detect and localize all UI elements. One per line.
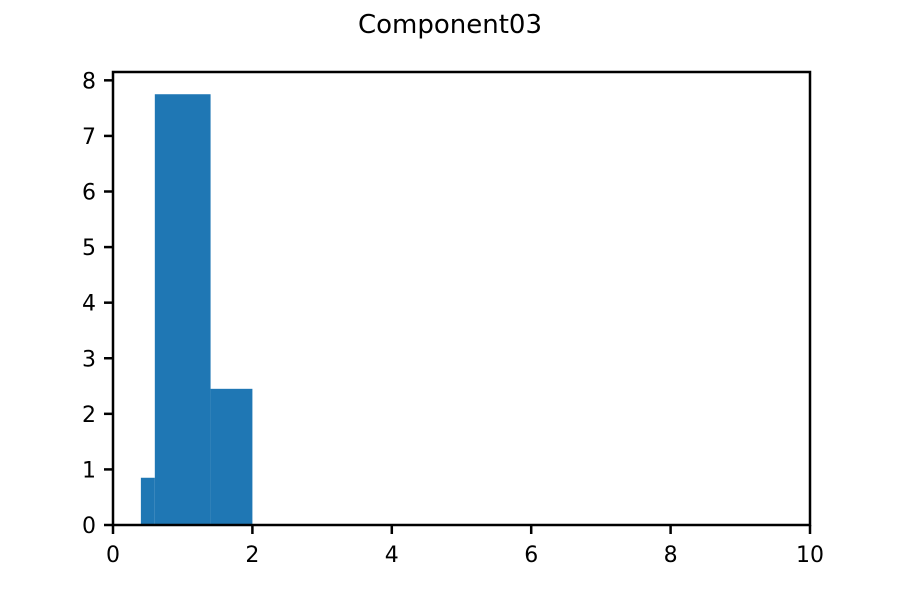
histogram-bar-1 bbox=[154, 94, 211, 526]
x-tick-label: 10 bbox=[796, 543, 824, 568]
y-tick-label: 4 bbox=[82, 292, 96, 317]
bars-group bbox=[140, 94, 253, 526]
plot-frame bbox=[111, 70, 812, 527]
y-tick-label: 8 bbox=[82, 69, 96, 94]
chart-title: Component03 bbox=[358, 10, 542, 40]
histogram-bar-2 bbox=[210, 388, 253, 525]
y-tick-label: 6 bbox=[82, 181, 96, 206]
y-axis: 0 1 2 3 4 5 6 7 8 bbox=[82, 69, 113, 539]
y-tick-label: 0 bbox=[82, 514, 96, 539]
y-tick-label: 5 bbox=[82, 236, 96, 261]
y-tick-label: 7 bbox=[82, 125, 96, 150]
x-tick-label: 4 bbox=[385, 543, 399, 568]
y-tick-label: 3 bbox=[82, 347, 96, 372]
x-axis: 0 2 4 6 8 10 bbox=[106, 525, 824, 568]
y-tick-label: 2 bbox=[82, 403, 96, 428]
x-tick-label: 0 bbox=[106, 543, 120, 568]
x-tick-label: 2 bbox=[245, 543, 259, 568]
y-tick-label: 1 bbox=[82, 458, 96, 483]
x-tick-label: 8 bbox=[664, 543, 678, 568]
histogram-bar-0 bbox=[140, 477, 155, 525]
x-tick-label: 6 bbox=[524, 543, 538, 568]
